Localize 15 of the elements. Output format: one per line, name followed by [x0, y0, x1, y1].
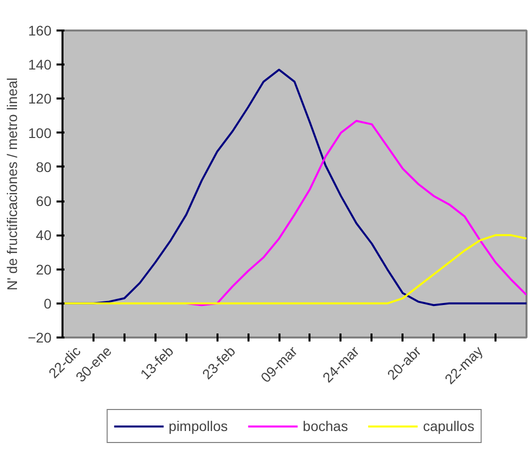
y-tick-label: 60	[36, 193, 52, 210]
y-tick-label: −20	[28, 330, 52, 346]
legend-label: capullos	[422, 418, 474, 434]
legend-label: bochas	[302, 418, 348, 434]
legend-label: pimpollos	[168, 418, 228, 434]
y-tick-label: 120	[28, 90, 52, 107]
y-tick-label: 40	[36, 227, 52, 244]
y-tick-label: 80	[36, 158, 52, 175]
y-tick-label: 160	[28, 22, 52, 38]
y-tick-label: 20	[36, 261, 52, 278]
y-tick-label: 0	[44, 295, 52, 312]
line-series	[62, 234, 526, 304]
y-tick-label: 100	[28, 124, 52, 141]
y-axis-title: N' de fructificaciones / metro lineal	[4, 78, 20, 290]
y-tick-label: 140	[28, 56, 52, 73]
